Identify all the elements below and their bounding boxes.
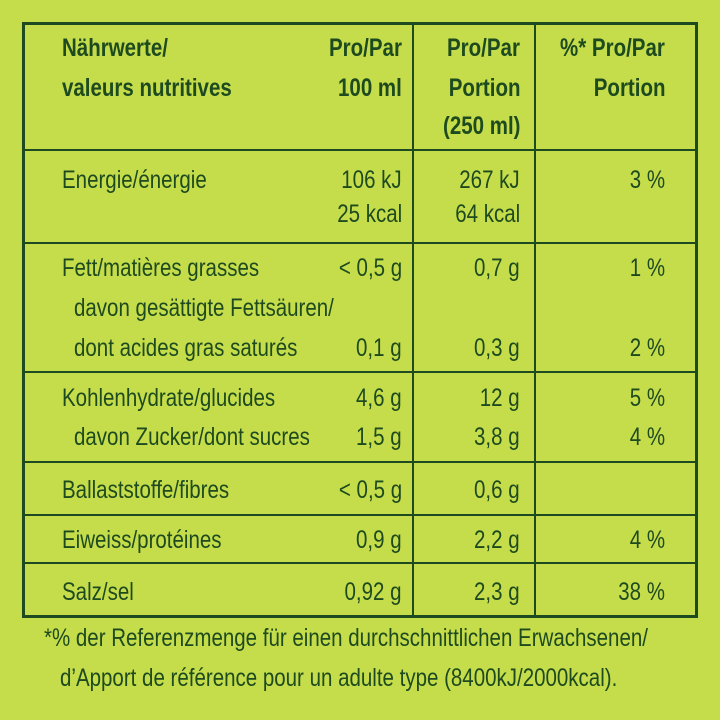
- cell-value: 0,92 g: [344, 578, 402, 606]
- cell-value: 5 %: [629, 384, 665, 412]
- row-divider: [22, 149, 698, 151]
- row-label: Ballaststoffe/fibres: [62, 476, 230, 504]
- cell-value: 0,1 g: [356, 334, 402, 362]
- row-label: davon Zucker/dont sucres: [74, 423, 310, 451]
- row-label: Kohlenhydrate/glucides: [62, 384, 276, 412]
- row-divider: [22, 242, 698, 244]
- cell-value: Portion: [593, 74, 665, 102]
- cell-value: < 0,5 g: [338, 254, 402, 282]
- row-label: Salz/sel: [62, 578, 134, 606]
- row-label: Nährwerte/: [62, 34, 168, 62]
- cell-value: Portion: [448, 74, 520, 102]
- cell-value: 64 kcal: [455, 200, 520, 228]
- cell-value: 2,3 g: [474, 578, 520, 606]
- row-divider: [22, 371, 698, 373]
- cell-value: 3,8 g: [474, 423, 520, 451]
- table-border: [22, 22, 698, 25]
- cell-value: 12 g: [480, 384, 520, 412]
- cell-value: 106 kJ: [341, 166, 402, 194]
- cell-value: %* Pro/Par: [560, 34, 665, 62]
- cell-value: 38 %: [618, 578, 665, 606]
- cell-value: 0,6 g: [474, 476, 520, 504]
- column-divider: [534, 22, 536, 618]
- row-divider: [22, 562, 698, 564]
- row-label: valeurs nutritives: [62, 74, 232, 102]
- footnote: d’Apport de référence pour un adulte typ…: [60, 664, 618, 692]
- row-label: Energie/énergie: [62, 166, 207, 194]
- cell-value: < 0,5 g: [338, 476, 402, 504]
- cell-value: 100 ml: [338, 74, 402, 102]
- row-divider: [22, 461, 698, 463]
- cell-value: 4 %: [629, 423, 665, 451]
- cell-value: 25 kcal: [337, 200, 402, 228]
- cell-value: 3 %: [629, 166, 665, 194]
- cell-value: 4 %: [629, 526, 665, 554]
- cell-value: 1 %: [629, 254, 665, 282]
- cell-value: 1,5 g: [356, 423, 402, 451]
- footnote: *% der Referenzmenge für einen durchschn…: [44, 624, 648, 652]
- row-label: Eiweiss/protéines: [62, 526, 222, 554]
- cell-value: 4,6 g: [356, 384, 402, 412]
- cell-value: 0,3 g: [474, 334, 520, 362]
- table-border: [22, 615, 698, 618]
- cell-value: 0,9 g: [356, 526, 402, 554]
- cell-value: 2,2 g: [474, 526, 520, 554]
- row-label: davon gesättigte Fettsäuren/: [74, 294, 334, 322]
- row-label: dont acides gras saturés: [74, 334, 298, 362]
- cell-value: Pro/Par: [447, 34, 520, 62]
- table-border: [695, 22, 698, 618]
- row-label: Fett/matières grasses: [62, 254, 260, 282]
- cell-value: 0,7 g: [474, 254, 520, 282]
- cell-value: Pro/Par: [329, 34, 402, 62]
- cell-value: 2 %: [629, 334, 665, 362]
- table-border: [22, 22, 25, 618]
- column-divider: [412, 22, 414, 618]
- row-divider: [22, 514, 698, 516]
- cell-value: (250 ml): [442, 112, 520, 140]
- cell-value: 267 kJ: [459, 166, 520, 194]
